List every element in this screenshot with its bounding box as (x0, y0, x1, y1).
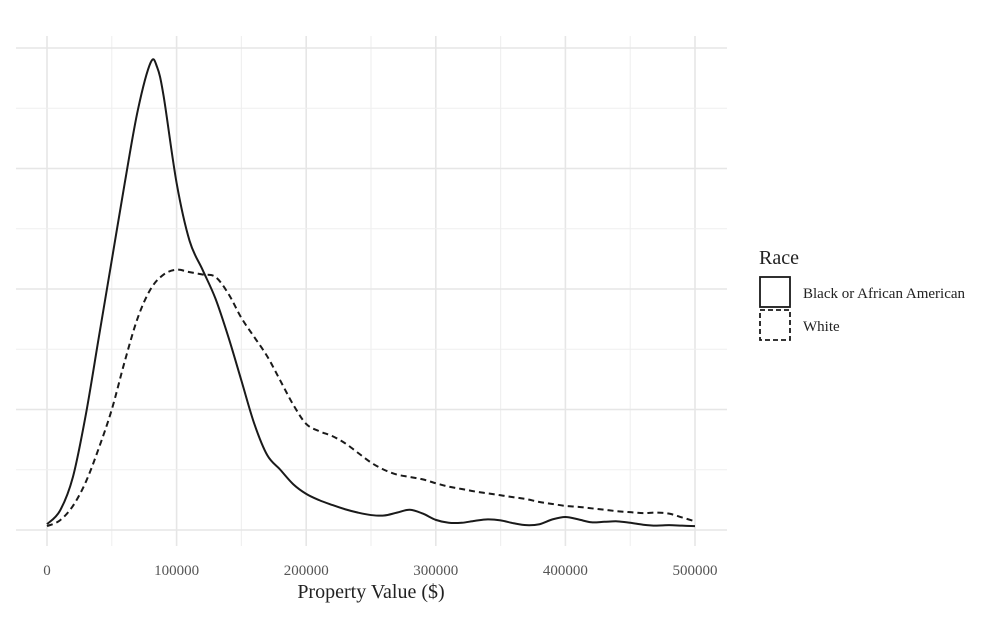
legend: Race Black or African American White (759, 247, 966, 341)
x-tick-label: 300000 (413, 563, 458, 579)
x-tick-label: 100000 (154, 563, 199, 579)
x-axis-label: Property Value ($) (297, 581, 444, 603)
legend-key-black-or-african-american (759, 276, 791, 308)
series-line-black-or-african-american (46, 58, 696, 528)
series-lines (46, 58, 696, 528)
x-tick-label: 400000 (543, 563, 588, 579)
x-tick-label: 500000 (673, 563, 718, 579)
grid-lines (16, 36, 727, 546)
legend-label-white: White (803, 319, 840, 335)
legend-title: Race (759, 247, 799, 269)
series-line-white (46, 268, 696, 528)
x-tick-label: 0 (43, 563, 51, 579)
legend-entries: Black or African American White (759, 276, 966, 341)
x-tick-label: 200000 (284, 563, 329, 579)
legend-key-white (759, 309, 791, 341)
x-tick-labels: 0 100000 200000 300000 400000 500000 (43, 563, 717, 579)
legend-label-black-or-african-american: Black or African American (803, 286, 966, 302)
